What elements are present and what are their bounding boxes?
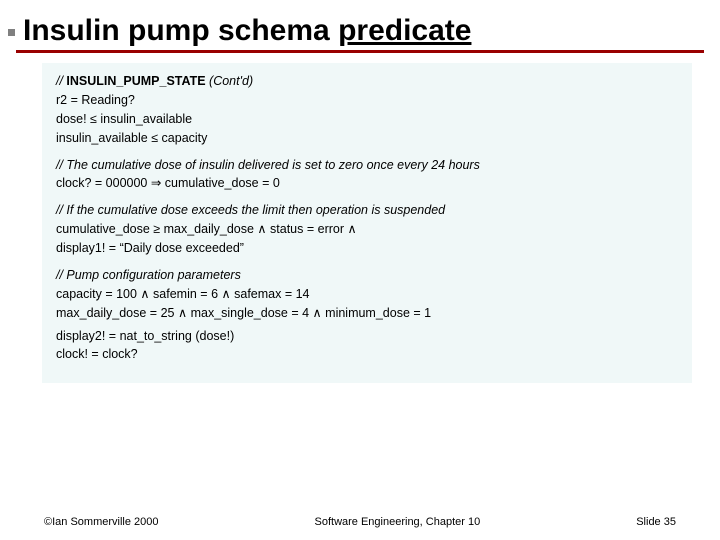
bullet-icon xyxy=(8,29,15,36)
predicate-line: max_daily_dose = 25 ∧ max_single_dose = … xyxy=(56,305,678,322)
comment-line: // The cumulative dose of insulin delive… xyxy=(56,157,678,174)
schema-heading: // INSULIN_PUMP_STATE (Cont'd) xyxy=(56,73,678,90)
predicate-line: capacity = 100 ∧ safemin = 6 ∧ safemax =… xyxy=(56,286,678,303)
predicate-block-1: r2 = Reading? dose! ≤ insulin_available … xyxy=(56,92,678,147)
title-underlined: predicate xyxy=(338,14,471,47)
predicate-line: clock! = clock? xyxy=(56,346,678,363)
predicate-block-5: display2! = nat_to_string (dose!) clock!… xyxy=(56,328,678,364)
predicate-block-2: clock? = 000000 ⇒ cumulative_dose = 0 xyxy=(56,175,678,192)
title-rule xyxy=(16,50,704,53)
predicate-line: r2 = Reading? xyxy=(56,92,678,109)
footer-copyright: ©Ian Sommerville 2000 xyxy=(44,516,159,528)
predicate-line: display2! = nat_to_string (dose!) xyxy=(56,328,678,345)
schema-name: INSULIN_PUMP_STATE xyxy=(66,74,205,88)
predicate-line: clock? = 000000 ⇒ cumulative_dose = 0 xyxy=(56,175,678,192)
footer-center: Software Engineering, Chapter 10 xyxy=(315,516,481,528)
predicate-line: cumulative_dose ≥ max_daily_dose ∧ statu… xyxy=(56,221,678,238)
predicate-block-3: cumulative_dose ≥ max_daily_dose ∧ statu… xyxy=(56,221,678,257)
title-prefix: Insulin pump schema xyxy=(23,14,338,47)
comment-slashes: // xyxy=(56,74,66,88)
comment-line: // If the cumulative dose exceeds the li… xyxy=(56,202,678,219)
slide: Insulin pump schema predicate // INSULIN… xyxy=(0,0,720,540)
comment-line: // Pump configuration parameters xyxy=(56,267,678,284)
title-area: Insulin pump schema predicate xyxy=(0,0,720,53)
slide-footer: ©Ian Sommerville 2000 Software Engineeri… xyxy=(0,516,720,528)
footer-slide-number: Slide 35 xyxy=(636,516,676,528)
predicate-line: insulin_available ≤ capacity xyxy=(56,130,678,147)
schema-contd: (Cont'd) xyxy=(206,74,254,88)
predicate-block-4: capacity = 100 ∧ safemin = 6 ∧ safemax =… xyxy=(56,286,678,322)
slide-title: Insulin pump schema predicate xyxy=(8,14,712,48)
predicate-line: display1! = “Daily dose exceeded” xyxy=(56,240,678,257)
predicate-line: dose! ≤ insulin_available xyxy=(56,111,678,128)
schema-box: // INSULIN_PUMP_STATE (Cont'd) r2 = Read… xyxy=(42,63,692,383)
